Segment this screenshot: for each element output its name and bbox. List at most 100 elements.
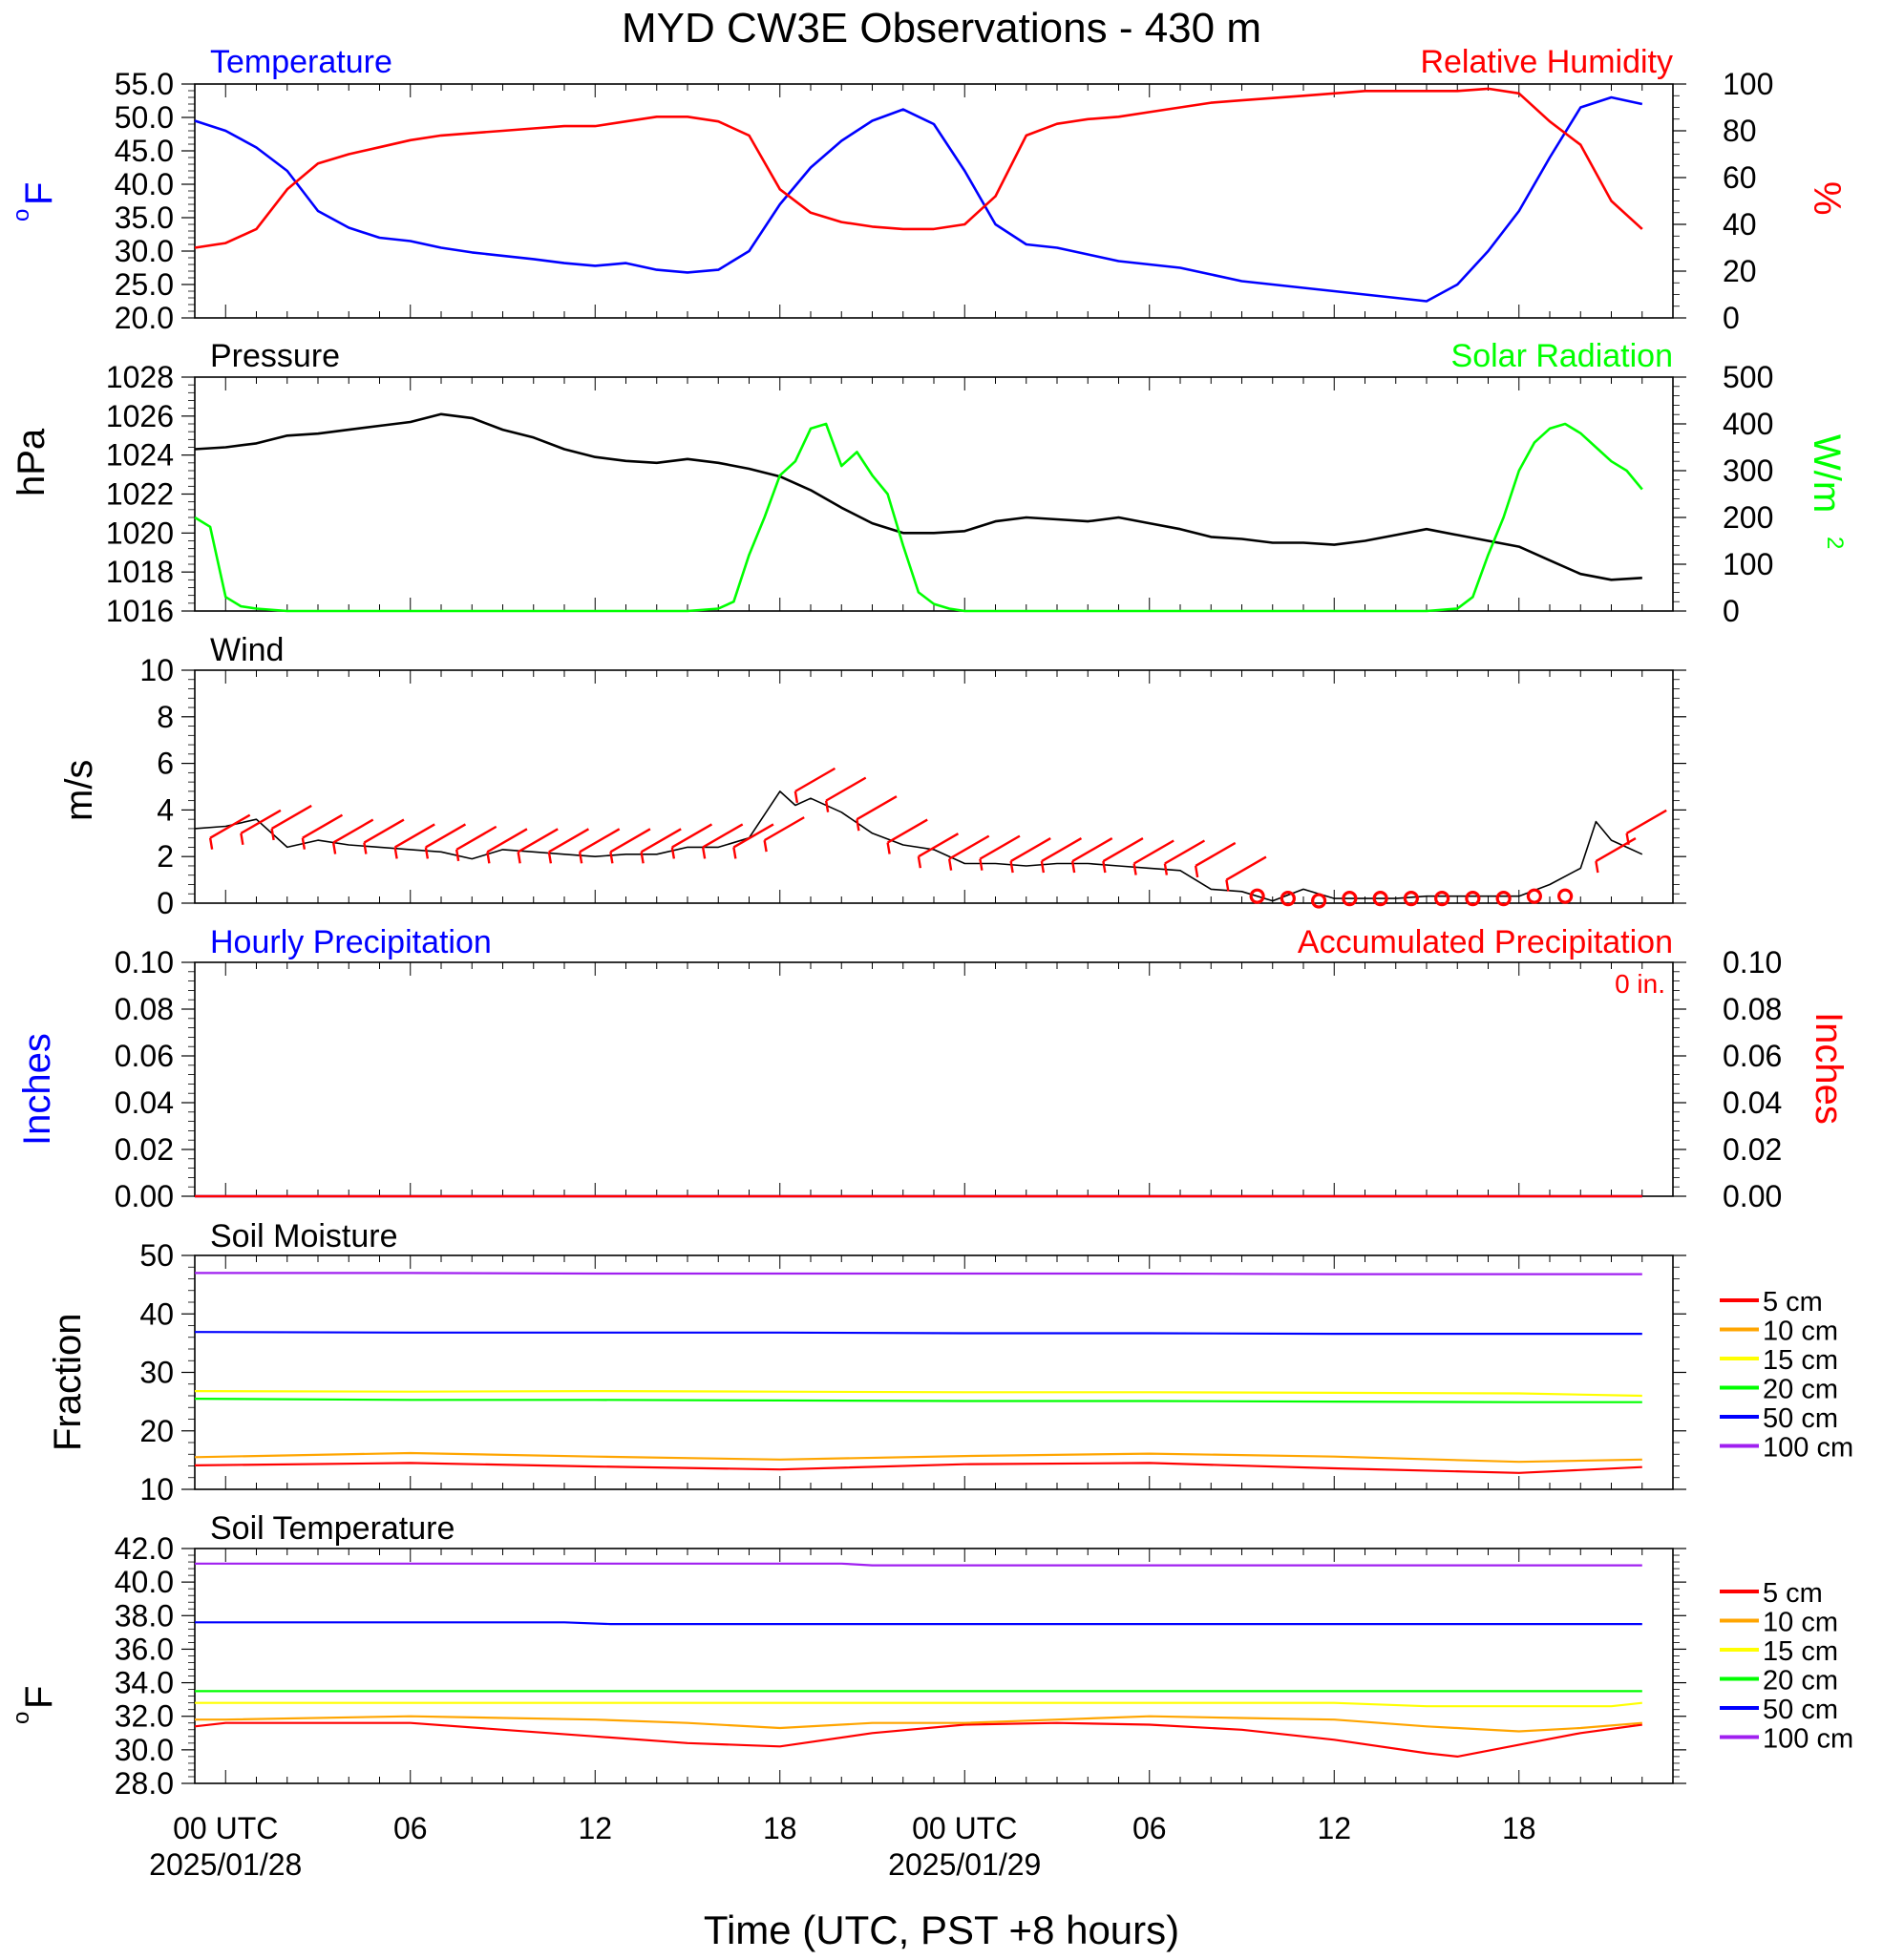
- soil-moisture-20-cm-line: [194, 1397, 1642, 1403]
- temp-rh-y2-tick-label: 40: [1723, 207, 1757, 242]
- pressure-solar-pressure-line: [194, 412, 1642, 581]
- soil-temp-legend-label: 5 cm: [1763, 1578, 1823, 1609]
- wind-barb: [1071, 837, 1113, 863]
- soil-moisture-50-cm-line: [194, 1331, 1642, 1336]
- solar-ylabel-superscript: 2: [1822, 537, 1848, 549]
- wind-calm-marker: [1403, 891, 1419, 907]
- wind-barb: [979, 834, 1021, 860]
- precip-y-tick-label: 0.06: [115, 1039, 174, 1073]
- pressure-solar-y-tick-label: 1020: [106, 516, 174, 550]
- wind-calm-marker: [1526, 888, 1542, 904]
- soil-moisture-legend-label: 10 cm: [1763, 1317, 1838, 1347]
- wind-barb-flag: [331, 842, 337, 854]
- wind-barb: [948, 834, 990, 860]
- soil-moisture-y-tick-label: 50: [139, 1238, 174, 1273]
- pressure-solar-y-tick-label: 1028: [106, 360, 174, 394]
- soil-temp-legend-label: 100 cm: [1763, 1724, 1853, 1755]
- soil-temp-50-cm-line: [195, 1621, 1642, 1626]
- wind-barb: [671, 823, 713, 849]
- wind-barb-flag: [763, 839, 768, 853]
- wind-barb: [240, 809, 282, 834]
- wind-barb-flag: [1040, 860, 1046, 874]
- precip-y2-tick-label: 0.08: [1723, 992, 1782, 1026]
- wind-barb-flag: [856, 818, 860, 832]
- wind-barb-flag: [1009, 860, 1014, 874]
- wind-barb: [609, 828, 651, 854]
- wind-barb-flag: [824, 800, 830, 812]
- solar-radiation-title: Solar Radiation: [1451, 338, 1673, 374]
- soil-temp-y-tick-label: 36.0: [115, 1632, 174, 1666]
- wind-calm-marker: [1434, 891, 1450, 907]
- wind-barb-flag: [578, 852, 583, 864]
- soil-temp-ylabel: F: [18, 1686, 60, 1709]
- pressure-solar-y-tick-label: 1022: [106, 477, 174, 512]
- soil-moisture-100-cm-line: [195, 1272, 1642, 1275]
- soil-moisture-y-tick-label: 20: [139, 1414, 174, 1448]
- solar-ylabel: W/m: [1806, 434, 1848, 513]
- temp-rh-y2-tick-label: 100: [1723, 67, 1773, 101]
- precip-y2-tick-label: 0.04: [1723, 1085, 1782, 1120]
- relative-humidity-title: Relative Humidity: [1420, 44, 1673, 80]
- soil-moisture-legend-label: 100 cm: [1763, 1433, 1853, 1464]
- x-date-label: 2025/01/29: [888, 1847, 1041, 1882]
- temp-rh-relative-humidity-line: [194, 87, 1643, 249]
- wind-barb-flag: [455, 849, 460, 862]
- pressure-ylabel: hPa: [11, 428, 53, 496]
- precip-y-tick-label: 0.04: [115, 1085, 174, 1120]
- accumulated-precipitation-title: Accumulated Precipitation: [1298, 924, 1673, 960]
- soil-temp-frame: [194, 1548, 1674, 1784]
- precip-y-tick-label: 0.00: [115, 1179, 174, 1213]
- soil-temp-y-tick-label: 30.0: [115, 1733, 174, 1767]
- wind-barb: [394, 823, 435, 849]
- x-tick-label: 18: [763, 1811, 797, 1845]
- precip-left-ylabel: Inches: [16, 1033, 58, 1146]
- wind-barb: [1626, 809, 1667, 834]
- x-tick-label: 18: [1502, 1811, 1536, 1845]
- wind-barb-flag: [208, 837, 214, 850]
- wind-barb: [1010, 837, 1051, 863]
- soil-moisture-y-tick-label: 30: [139, 1356, 174, 1390]
- pressure-solar-frame: [194, 376, 1674, 612]
- pressure-solar-y2-tick-label: 0: [1723, 594, 1740, 628]
- soil-temp-10-cm-line: [195, 1715, 1642, 1733]
- soil-moisture-legend-label: 20 cm: [1763, 1375, 1838, 1405]
- wind-y-tick-label: 6: [157, 747, 174, 781]
- wind-barb: [1133, 839, 1174, 865]
- soil-moisture-10-cm-line: [194, 1451, 1642, 1464]
- x-tick-label: 00 UTC: [912, 1811, 1017, 1845]
- temp-rh-y-tick-label: 40.0: [115, 167, 174, 201]
- precip-y2-tick-label: 0.10: [1723, 945, 1782, 980]
- wind-barb: [486, 828, 528, 854]
- wind-barb-flag: [517, 852, 521, 864]
- precip-y2-tick-label: 0.02: [1723, 1132, 1782, 1167]
- soil-moisture-legend-label: 15 cm: [1763, 1345, 1838, 1376]
- pressure-solar-y-tick-label: 1018: [106, 555, 174, 589]
- wind-barb-flag: [1225, 879, 1230, 892]
- wind-calm-marker: [1495, 891, 1512, 907]
- precip-y-tick-label: 0.02: [115, 1132, 174, 1167]
- figure-title: MYD CW3E Observations - 430 m: [622, 5, 1261, 52]
- soil-temp-5-cm-line: [194, 1721, 1642, 1759]
- wind-barb: [302, 813, 344, 839]
- wind-barb-flag: [793, 790, 799, 804]
- wind-barb: [764, 816, 805, 842]
- wind-wind-line: [194, 790, 1643, 902]
- temp-rh-left-ylabel: F: [18, 182, 60, 205]
- wind-barb-flag: [486, 852, 491, 864]
- temp-rh-y-tick-label: 25.0: [115, 267, 174, 302]
- wind-barb: [702, 823, 744, 849]
- wind-ylabel: m/s: [58, 760, 100, 821]
- wind-barb: [1102, 837, 1144, 863]
- temp-rh-y2-tick-label: 80: [1723, 114, 1757, 148]
- x-tick-label: 06: [1132, 1811, 1167, 1845]
- soil-temp-y-tick-label: 34.0: [115, 1666, 174, 1700]
- wind-calm-marker: [1372, 891, 1388, 907]
- temp-rh-y-tick-label: 20.0: [115, 301, 174, 335]
- soil-moisture-ylabel: Fraction: [47, 1314, 89, 1452]
- accumulated-total-label: 0 in.: [1615, 969, 1665, 999]
- soil-moisture-legend-label: 50 cm: [1763, 1403, 1838, 1434]
- pressure-solar-y2-tick-label: 100: [1723, 547, 1773, 581]
- precip-right-ylabel: Inches: [1808, 1012, 1850, 1125]
- wind-barb-flag: [393, 847, 398, 859]
- wind-calm-marker: [1280, 891, 1296, 907]
